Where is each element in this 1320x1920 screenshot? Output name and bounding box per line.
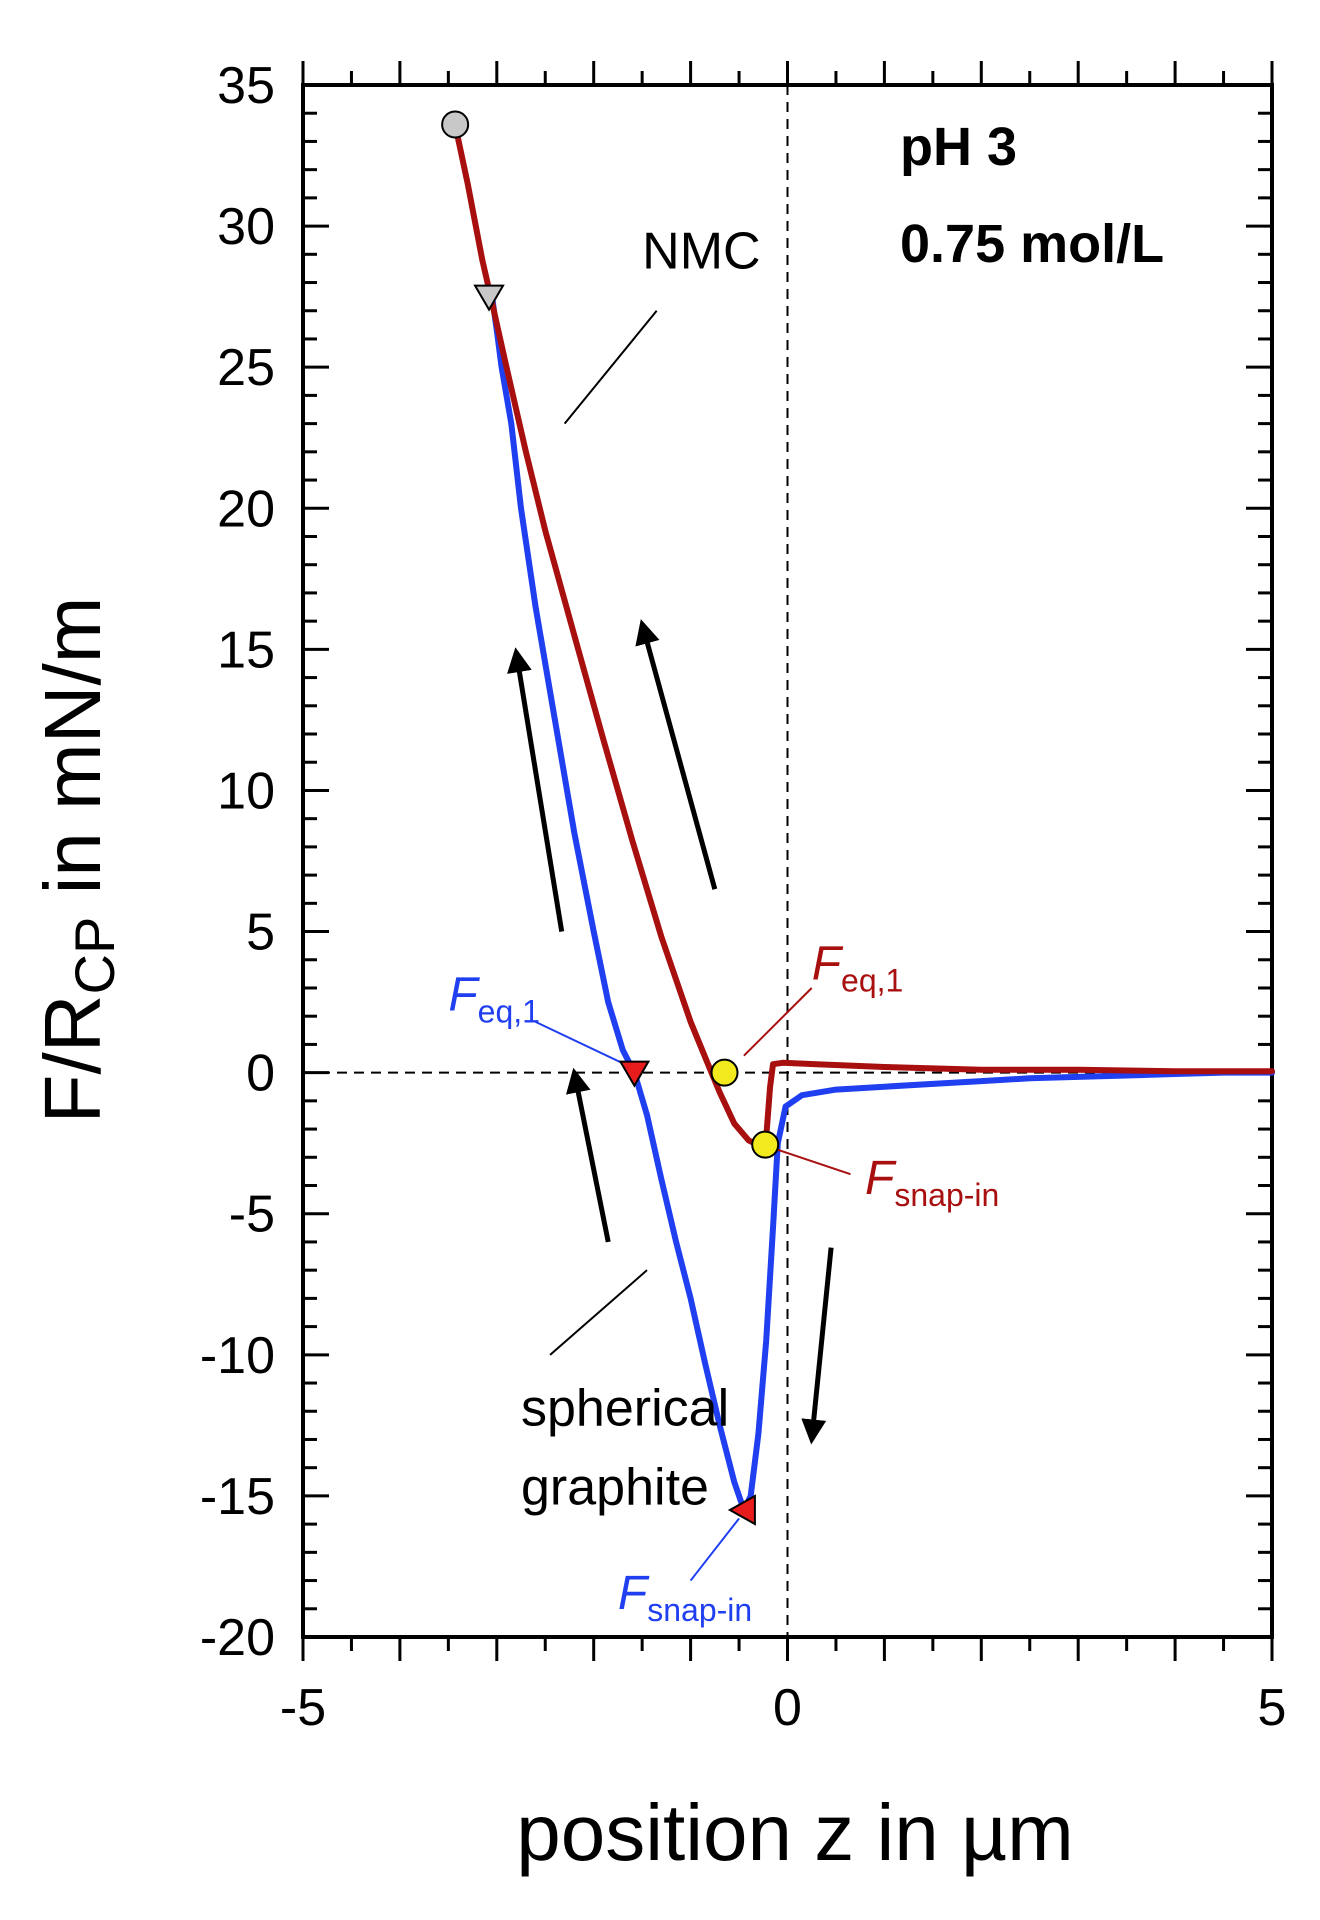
label-graphite-feq-main: F [448,969,480,1022]
arrow-graphite-lower [565,1067,611,1243]
label-nmc-snap-main: F [865,1152,897,1205]
y-tick-label: 35 [217,57,275,115]
graphite-feq-leader [535,1020,629,1067]
label-nmc: NMC [642,222,760,280]
nmc-snap-marker [751,1130,780,1159]
label-nmc-feq-main: F [812,938,844,991]
y-tick-label: 30 [217,198,275,256]
y-tick-label: -5 [229,1186,275,1244]
condition-ph: pH 3 [900,117,1017,177]
nmc-leader [563,310,658,425]
nmc-feq-marker [710,1058,739,1087]
series-line-nmc [452,121,1275,1149]
x-tick-label: 5 [1258,1679,1287,1737]
label-nmc-snap: Fsnap-in [865,1152,999,1213]
label-graphite-feq: Feq,1 [448,969,540,1030]
y-axis-label-main: F/R [28,994,117,1123]
graphite-feq-marker [618,1060,651,1088]
y-axis-label-tail: in mN/m [28,597,117,917]
y-tick-label: 15 [217,621,275,679]
y-axis-label: F/RCP in mN/m [28,597,126,1124]
y-tick-label: -20 [200,1609,275,1667]
label-graphite-snap: Fsnap-in [618,1567,752,1628]
condition-concentration: 0.75 mol/L [900,214,1164,274]
arrow-graphite-upper [507,647,565,932]
graphite-snap-leader [689,1517,740,1582]
nmc-start-marker [441,110,470,139]
label-graphite-feq-sub: eq,1 [478,994,540,1030]
y-tick-label: 5 [246,904,275,962]
nmc-snap-leader [774,1147,851,1176]
graphite-leader [549,1269,648,1356]
plot-frame [301,83,1274,1639]
label-graphite-snap-main: F [618,1567,650,1620]
nmc-feq-leader [743,987,813,1057]
series-line-spherical-graphite [489,293,1275,1513]
y-tick-label: -10 [200,1327,275,1385]
label-nmc-feq-sub: eq,1 [841,963,903,999]
label-nmc-snap-sub: snap-in [894,1177,999,1213]
x-axis-label: position z in µm [516,1788,1073,1877]
y-tick-label: 20 [217,480,275,538]
graphite-start-marker [473,284,505,312]
y-tick-label: 0 [246,1045,275,1103]
arrow-retract [801,1247,834,1445]
y-tick-label: -15 [200,1468,275,1526]
graphite-snap-marker [727,1494,756,1526]
label-nmc-feq: Feq,1 [812,938,904,999]
y-tick-label: 25 [217,339,275,397]
arrow-nmc [635,619,718,890]
x-tick-label: 0 [773,1679,802,1737]
label-graphite-2: graphite [521,1458,709,1516]
label-graphite-1: spherical [521,1379,729,1437]
label-graphite-snap-sub: snap-in [647,1592,752,1628]
y-tick-label: 10 [217,762,275,820]
x-tick-label: -5 [280,1679,326,1737]
y-axis-label-sub: CP [63,917,126,995]
